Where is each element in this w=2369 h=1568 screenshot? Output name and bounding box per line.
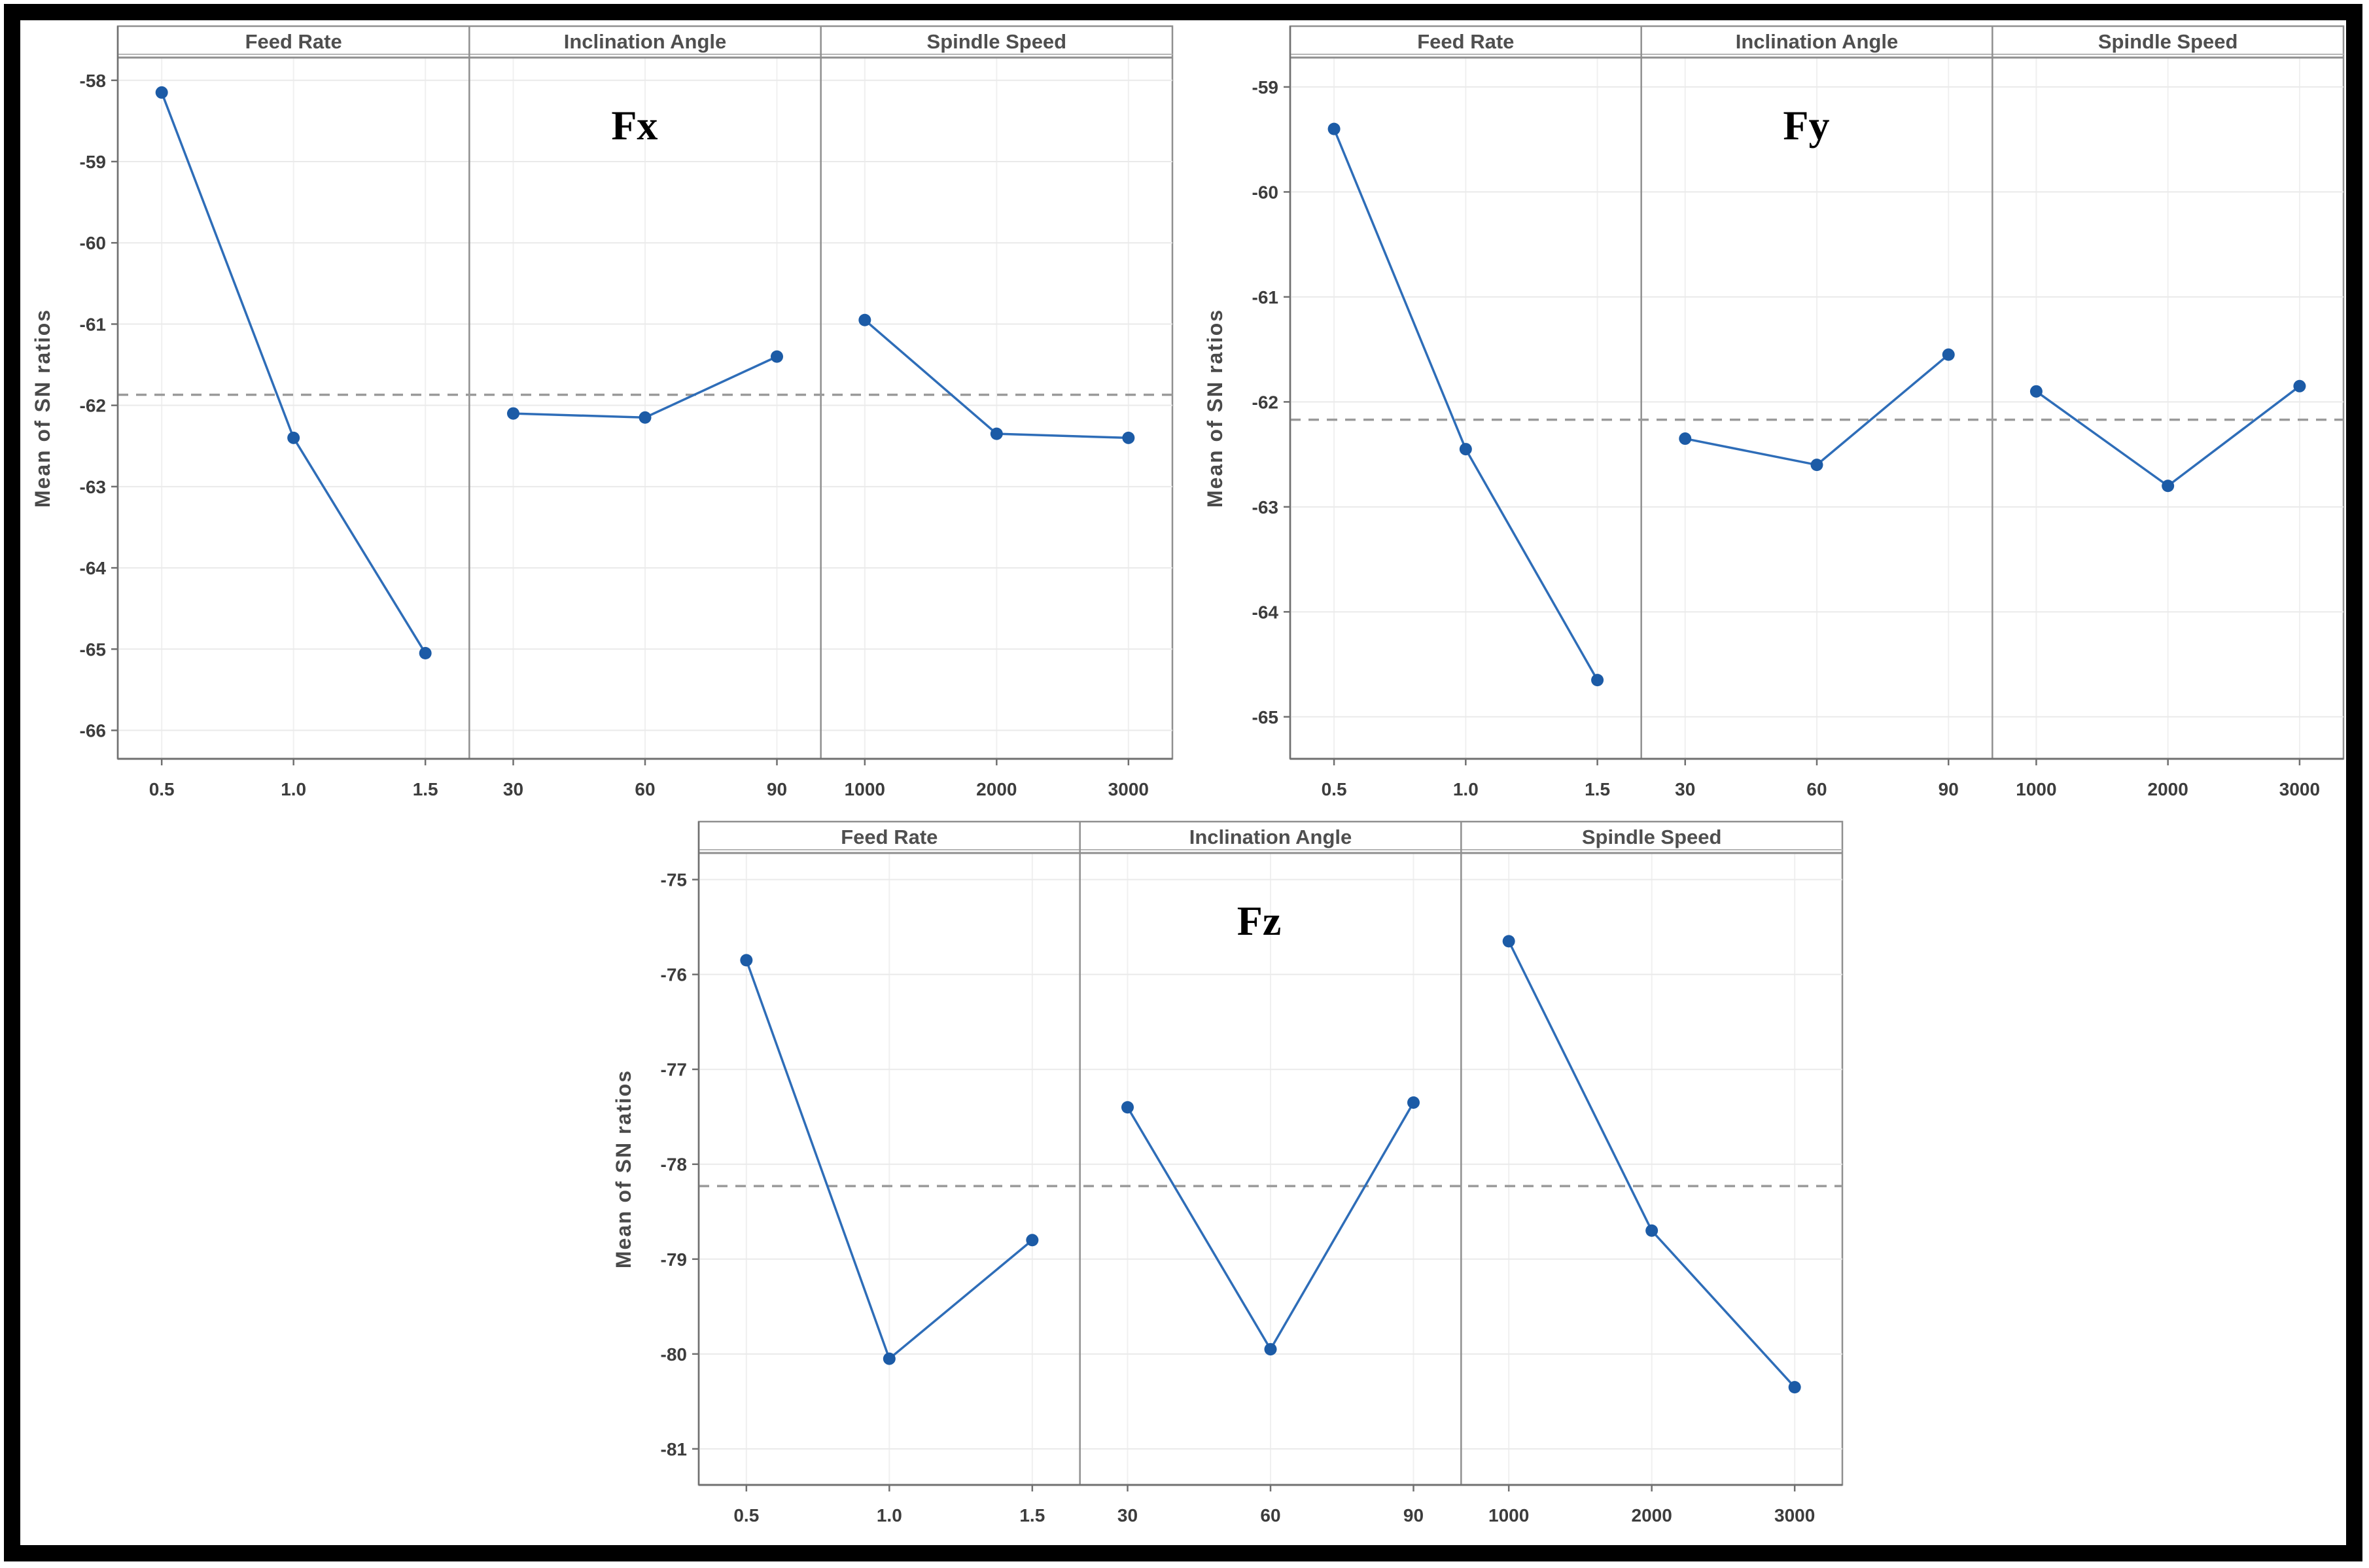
x-tick-label: 3000 xyxy=(1108,779,1149,799)
data-point xyxy=(883,1352,896,1365)
fy-main-effects-chart: -59 -60 -61 -62 -63 -64 -65 Feed Rate 0.5 1.0 1.5 I… xyxy=(1191,22,2353,819)
y-axis-label: Mean of SN ratios xyxy=(31,309,54,508)
y-tick-label: -81 xyxy=(661,1439,687,1459)
x-tick-label: 1.0 xyxy=(281,779,306,799)
data-point xyxy=(1026,1234,1039,1247)
x-tick-label: 30 xyxy=(1675,779,1695,799)
chart-title: Fy xyxy=(1783,102,1829,148)
data-point xyxy=(1502,935,1515,948)
panel-header: Feed Rate xyxy=(1417,30,1514,53)
data-point xyxy=(858,313,871,326)
data-point xyxy=(507,407,519,420)
data-point xyxy=(1591,674,1604,687)
data-point xyxy=(1121,1101,1134,1114)
panel-header: Spindle Speed xyxy=(2098,30,2238,53)
y-tick-label: -78 xyxy=(661,1155,687,1175)
x-tick-label: 0.5 xyxy=(1322,779,1347,799)
y-tick-label: -63 xyxy=(80,477,106,497)
panel-header: Inclination Angle xyxy=(564,30,727,53)
panel-header: Spindle Speed xyxy=(1582,826,1722,848)
data-point xyxy=(1459,443,1472,456)
x-tick-label: 1.0 xyxy=(877,1505,902,1525)
y-tick-label: -58 xyxy=(80,71,106,91)
y-tick-label: -66 xyxy=(80,721,106,741)
data-point xyxy=(1942,348,1955,361)
x-tick-label: 30 xyxy=(503,779,523,799)
fx-chart-svg: -58 -59 -60 -61 -62 -63 -64 -65 -66 Feed Rate 0.5 1… xyxy=(31,25,1174,799)
panel-header: Spindle Speed xyxy=(927,30,1067,53)
data-point xyxy=(2029,385,2043,398)
panel-header: Inclination Angle xyxy=(1189,826,1352,848)
y-tick-label: -61 xyxy=(80,314,106,334)
x-tick-label: 3000 xyxy=(2279,779,2320,799)
x-tick-label: 90 xyxy=(1939,779,1959,799)
y-tick-label: -80 xyxy=(661,1344,687,1365)
y-tick-label: -65 xyxy=(80,639,106,659)
y-axis-label: Mean of SN ratios xyxy=(1203,309,1227,508)
x-tick-label: 90 xyxy=(1403,1505,1424,1525)
y-axis-label: Mean of SN ratios xyxy=(612,1070,635,1268)
data-point xyxy=(1788,1381,1801,1394)
x-tick-label: 2000 xyxy=(2148,779,2188,799)
data-point xyxy=(740,954,753,967)
y-tick-label: -60 xyxy=(1252,182,1278,202)
data-point xyxy=(990,427,1003,440)
chart-title: Fx xyxy=(611,102,658,148)
data-point xyxy=(1407,1096,1420,1109)
data-point xyxy=(2293,379,2306,392)
x-tick-label: 0.5 xyxy=(149,779,175,799)
x-tick-label: 1.0 xyxy=(1453,779,1479,799)
y-tick-label: -75 xyxy=(661,870,687,890)
y-tick-label: -64 xyxy=(80,558,107,578)
panel-header: Inclination Angle xyxy=(1736,30,1899,53)
data-point xyxy=(419,647,432,660)
data-point xyxy=(639,411,652,424)
x-tick-label: 1.5 xyxy=(413,779,438,799)
x-tick-label: 0.5 xyxy=(733,1505,759,1525)
x-tick-label: 1.5 xyxy=(1019,1505,1045,1525)
x-tick-label: 2000 xyxy=(976,779,1017,799)
y-tick-label: -59 xyxy=(1252,77,1278,97)
y-tick-label: -62 xyxy=(80,396,106,416)
fz-main-effects-chart: -75 -76 -77 -78 -79 -80 -81 Feed Rate 0.5 1.0 1.5 I… xyxy=(599,818,1851,1545)
data-point xyxy=(771,350,783,363)
x-tick-label: 60 xyxy=(635,779,655,799)
x-tick-label: 2000 xyxy=(1632,1505,1672,1525)
y-tick-label: -76 xyxy=(661,965,687,985)
data-point xyxy=(1122,431,1135,444)
data-point xyxy=(1327,122,1341,135)
x-tick-label: 60 xyxy=(1806,779,1827,799)
x-tick-label: 3000 xyxy=(1774,1505,1815,1525)
y-tick-label: -62 xyxy=(1252,392,1278,412)
data-point xyxy=(1645,1224,1658,1237)
chart-title: Fz xyxy=(1237,897,1282,944)
y-tick-label: -79 xyxy=(661,1249,687,1270)
x-tick-label: 1.5 xyxy=(1585,779,1610,799)
data-point xyxy=(155,86,168,99)
x-tick-label: 1000 xyxy=(2016,779,2056,799)
fy-chart-svg: -59 -60 -61 -62 -63 -64 -65 Feed Rate 0.5 1.0 1.5 I… xyxy=(1203,25,2345,799)
y-tick-label: -61 xyxy=(1252,287,1278,307)
fx-main-effects-chart: -58 -59 -60 -61 -62 -63 -64 -65 -66 Feed Rate 0.5 1… xyxy=(18,22,1182,819)
y-tick-label: -63 xyxy=(1252,497,1278,517)
y-tick-label: -64 xyxy=(1252,602,1279,622)
y-tick-label: -65 xyxy=(1252,707,1278,727)
fz-chart-svg: -75 -76 -77 -78 -79 -80 -81 Feed Rate 0.5 1.0 1.5 I… xyxy=(612,820,1844,1525)
y-tick-label: -59 xyxy=(80,152,106,172)
y-tick-label: -77 xyxy=(661,1060,687,1080)
x-tick-label: 60 xyxy=(1260,1505,1280,1525)
data-point xyxy=(287,431,300,444)
x-tick-label: 90 xyxy=(767,779,787,799)
data-point xyxy=(2162,479,2175,493)
x-tick-label: 1000 xyxy=(845,779,885,799)
panel-header: Feed Rate xyxy=(245,30,342,53)
x-tick-label: 30 xyxy=(1117,1505,1138,1525)
panel-header: Feed Rate xyxy=(841,826,938,848)
data-point xyxy=(1264,1343,1277,1356)
x-tick-label: 1000 xyxy=(1488,1505,1529,1525)
data-point xyxy=(1810,459,1823,472)
data-point xyxy=(1679,432,1692,445)
y-tick-label: -60 xyxy=(80,233,106,253)
